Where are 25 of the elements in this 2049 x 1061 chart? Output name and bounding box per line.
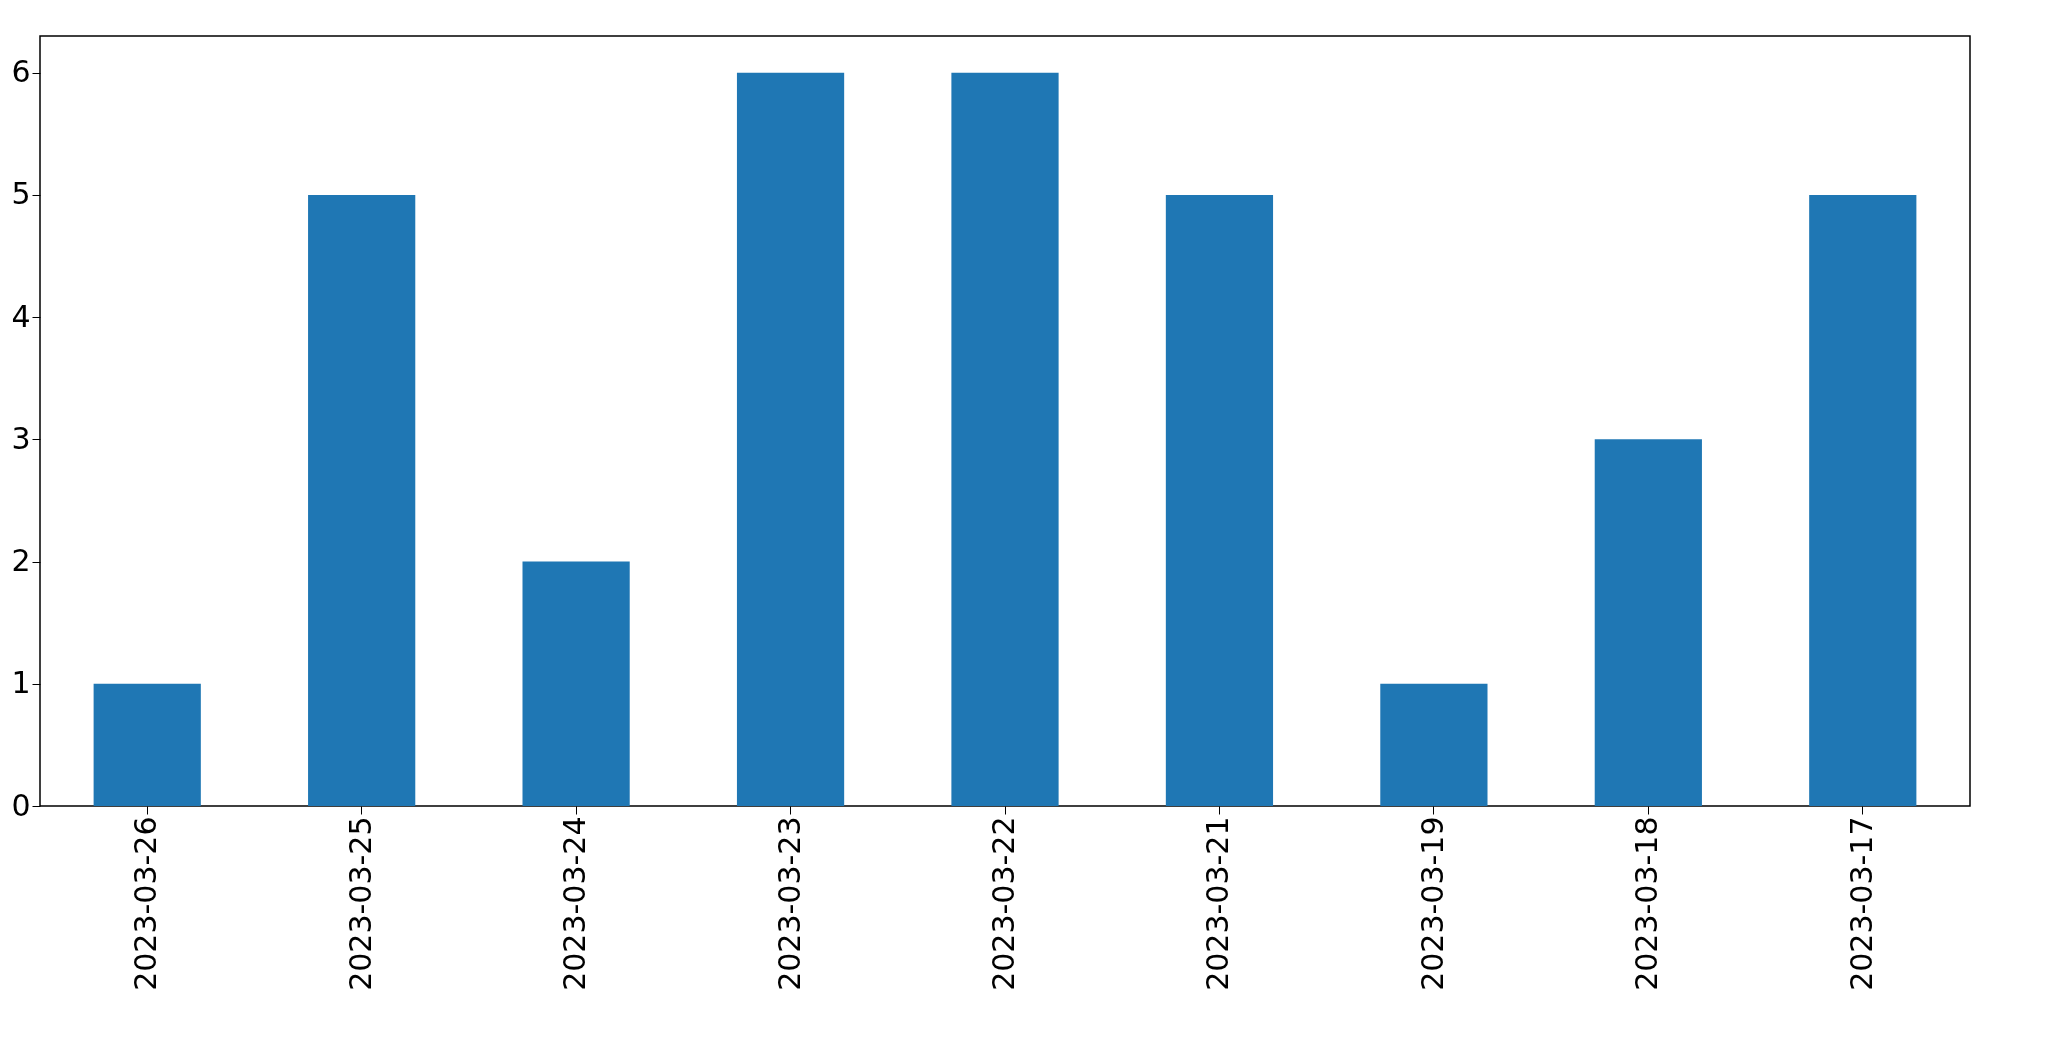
x-tick-label: 2023-03-25 xyxy=(342,816,378,991)
y-tick-label: 0 xyxy=(11,787,31,823)
bar xyxy=(951,72,1059,806)
x-tick-label: 2023-03-23 xyxy=(771,816,807,991)
y-tick-label: 2 xyxy=(11,543,31,579)
x-tick-label: 2023-03-19 xyxy=(1414,816,1450,991)
bar xyxy=(1380,683,1488,806)
bar xyxy=(1594,439,1702,806)
bar xyxy=(1165,194,1274,806)
bar xyxy=(736,72,845,806)
x-tick-label: 2023-03-17 xyxy=(1843,816,1879,991)
y-tick-label: 1 xyxy=(11,665,31,701)
bar xyxy=(93,683,201,806)
y-tick-label: 6 xyxy=(11,54,31,90)
bar xyxy=(308,194,416,806)
x-tick-label: 2023-03-24 xyxy=(557,816,593,991)
x-tick-label: 2023-03-18 xyxy=(1629,816,1665,991)
y-tick-label: 5 xyxy=(11,176,31,212)
x-tick-label: 2023-03-21 xyxy=(1200,816,1236,991)
y-tick-label: 4 xyxy=(11,298,31,334)
y-tick-label: 3 xyxy=(11,420,31,456)
bar xyxy=(522,561,630,806)
bar xyxy=(1809,194,1917,806)
x-tick-label: 2023-03-22 xyxy=(986,816,1021,991)
x-tick-label: 2023-03-26 xyxy=(128,816,164,991)
